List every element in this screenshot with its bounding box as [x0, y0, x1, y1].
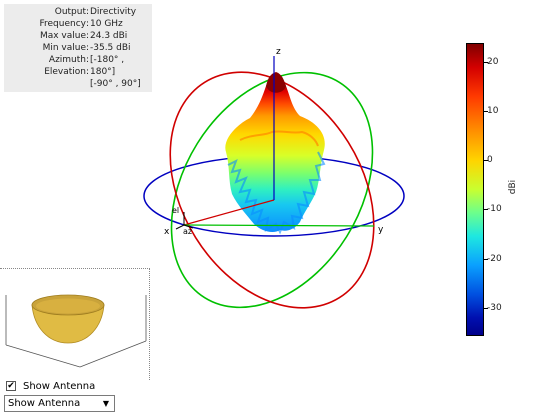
info-row-elevation: Elevation : 180°] [4, 66, 152, 78]
reflector-dish-icon [31, 294, 105, 344]
pattern-info-panel: Output : Directivity Frequency : 10 GHz … [4, 4, 152, 92]
z-axis-label: z [276, 47, 281, 57]
colorbar-tick [484, 209, 488, 210]
y-axis-label: y [378, 225, 384, 235]
info-value: Directivity [90, 7, 137, 17]
chevron-down-icon[interactable]: ▼ [102, 399, 110, 408]
info-value: -35.5 dBi [90, 43, 131, 53]
info-row-azimuth: Azimuth : [-180° , [4, 54, 152, 66]
info-row-output: Output : Directivity [4, 6, 152, 18]
elevation-circle-red [169, 71, 375, 309]
x-axis-line [183, 199, 275, 226]
info-key: Frequency [39, 19, 87, 29]
colorbar-tick [484, 160, 488, 161]
preview-floor-line [5, 344, 81, 368]
view-dropdown-value: Show Antenna [8, 398, 81, 409]
info-colon: : [86, 19, 90, 29]
colorbar-tick [484, 111, 488, 112]
preview-floor-line [79, 340, 147, 368]
info-row-continuation: [-90° , 90°] [4, 78, 152, 90]
colorbar-tick-label: 20 [487, 57, 499, 67]
colorbar-tick [484, 259, 488, 260]
info-colon: : [86, 55, 90, 65]
info-colon: : [86, 31, 90, 41]
y-axis-line [183, 224, 375, 227]
info-colon: : [86, 7, 90, 17]
antenna-preview [0, 268, 150, 380]
colorbar-tick [484, 308, 488, 309]
x-axis-label: x [164, 227, 170, 237]
info-key: Output [54, 7, 86, 17]
az-axis-label: az [183, 227, 192, 236]
colorbar-tick-label: 10 [487, 106, 499, 116]
info-colon: : [86, 43, 90, 53]
info-value: 24.3 dBi [90, 31, 128, 41]
info-row-frequency: Frequency : 10 GHz [4, 18, 152, 30]
show-antenna-label: Show Antenna [23, 381, 96, 392]
info-value: 180°] [90, 67, 116, 77]
info-key: Azimuth [48, 55, 86, 65]
colorbar-tick-label: -20 [487, 254, 502, 264]
info-colon: : [86, 67, 90, 77]
colorbar [466, 43, 484, 336]
az-axis-mark [183, 224, 194, 229]
show-antenna-checkbox[interactable]: ✔ [6, 381, 16, 391]
info-key: Min value [42, 43, 86, 53]
info-key: Elevation [44, 67, 86, 77]
view-dropdown[interactable]: Show Antenna ▼ [4, 395, 115, 412]
antenna-preview-svg [5, 294, 147, 368]
elevation-circle-green [170, 71, 374, 309]
info-value: 10 GHz [90, 19, 123, 29]
info-key: Max value [39, 31, 86, 41]
radiation-lobe [225, 72, 326, 235]
info-row-min-value: Min value : -35.5 dBi [4, 42, 152, 54]
info-value-continuation: [-90° , 90°] [90, 79, 141, 89]
colorbar-tick-label: 0 [487, 155, 493, 165]
x-axis-mark [175, 224, 185, 230]
el-axis-label: el [172, 206, 179, 215]
colorbar-tick-label: -30 [487, 303, 502, 313]
info-row-max-value: Max value : 24.3 dBi [4, 30, 152, 42]
colorbar-tick [484, 62, 488, 63]
colorbar-tick-label: -10 [487, 204, 502, 214]
colorbar-unit-label: dBi [508, 179, 518, 195]
info-value: [-180° , [90, 55, 125, 65]
